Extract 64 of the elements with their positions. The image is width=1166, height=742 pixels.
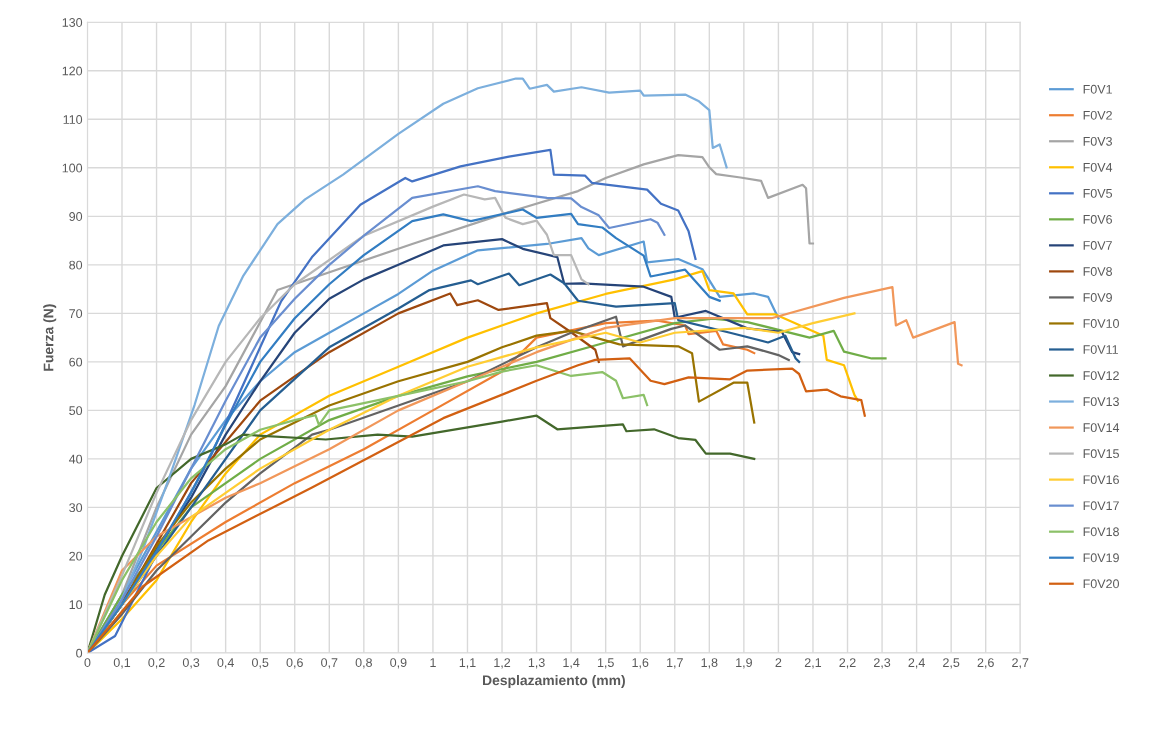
x-tick-label: 1,8 — [701, 658, 718, 669]
legend-label: F0V1 — [1083, 84, 1112, 94]
x-tick-label: 1,7 — [667, 658, 683, 669]
x-tick-label: 1,3 — [528, 658, 545, 669]
x-tick-label: 0,9 — [390, 658, 407, 669]
legend-label: F0V5 — [1083, 188, 1113, 198]
y-axis-title: Fuerza (N) — [43, 304, 57, 371]
x-tick-label: 0,1 — [113, 658, 131, 669]
legend-label: F0V11 — [1083, 345, 1118, 354]
x-tick-label: 0,7 — [321, 658, 338, 669]
y-tick-label: 130 — [62, 18, 83, 27]
y-tick-label: 10 — [69, 600, 83, 610]
legend-label: F0V6 — [1083, 214, 1112, 224]
x-tick-label: 0 — [84, 658, 91, 667]
x-tick-label: 2,2 — [839, 658, 856, 669]
legend-label: F0V3 — [1083, 136, 1112, 146]
y-tick-label: 0 — [76, 648, 83, 658]
x-tick-label: 0,6 — [286, 658, 303, 669]
x-tick-label: 1 — [430, 658, 436, 667]
y-tick-label: 20 — [69, 551, 83, 561]
y-tick-label: 100 — [62, 163, 83, 173]
legend-label: F0V12 — [1083, 371, 1119, 381]
y-tick-label: 70 — [69, 309, 83, 318]
x-tick-label: 1,6 — [632, 658, 649, 669]
legend-label: F0V8 — [1083, 267, 1112, 276]
x-tick-label: 1,2 — [494, 658, 511, 669]
x-tick-label: 0,8 — [355, 658, 372, 669]
legend-label: F0V2 — [1083, 110, 1112, 120]
x-tick-label: 2,4 — [908, 658, 925, 669]
x-tick-label: 2,1 — [804, 658, 822, 669]
legend-label: F0V20 — [1083, 579, 1119, 589]
legend-label: F0V19 — [1083, 553, 1119, 563]
x-tick-label: 1,5 — [597, 658, 614, 669]
x-tick-label: 2 — [775, 658, 782, 667]
x-tick-label: 0,2 — [148, 658, 165, 669]
x-tick-label: 2,6 — [977, 658, 994, 669]
x-tick-label: 2,7 — [1012, 658, 1029, 669]
legend-label: F0V15 — [1083, 449, 1119, 459]
y-tick-label: 90 — [69, 212, 83, 221]
legend-label: F0V18 — [1083, 527, 1119, 537]
legend-label: F0V16 — [1083, 475, 1119, 485]
x-tick-label: 2,3 — [874, 658, 891, 669]
legend-label: F0V10 — [1083, 319, 1119, 328]
legend-label: F0V9 — [1083, 293, 1112, 302]
x-tick-label: 1,4 — [563, 658, 580, 669]
x-tick-label: 1,1 — [459, 658, 476, 669]
x-tick-label: 1,9 — [736, 658, 752, 669]
x-axis-title: Desplazamiento (mm) — [483, 675, 625, 688]
y-tick-label: 30 — [69, 503, 83, 513]
legend-label: F0V14 — [1083, 423, 1120, 433]
legend-label: F0V4 — [1083, 162, 1113, 172]
x-tick-label: 0,3 — [182, 658, 200, 669]
y-tick-label: 60 — [69, 357, 83, 367]
y-tick-label: 50 — [69, 406, 83, 416]
x-tick-label: 2,5 — [943, 658, 960, 669]
x-tick-label: 0,5 — [251, 658, 269, 669]
y-tick-label: 110 — [63, 115, 83, 124]
legend-label: F0V13 — [1083, 397, 1119, 407]
legend-label: F0V17 — [1083, 501, 1119, 511]
y-tick-label: 80 — [69, 260, 83, 270]
y-tick-label: 120 — [62, 66, 83, 76]
x-tick-label: 0,4 — [217, 658, 234, 669]
y-tick-label: 40 — [68, 454, 83, 464]
legend-label: F0V7 — [1083, 241, 1112, 250]
